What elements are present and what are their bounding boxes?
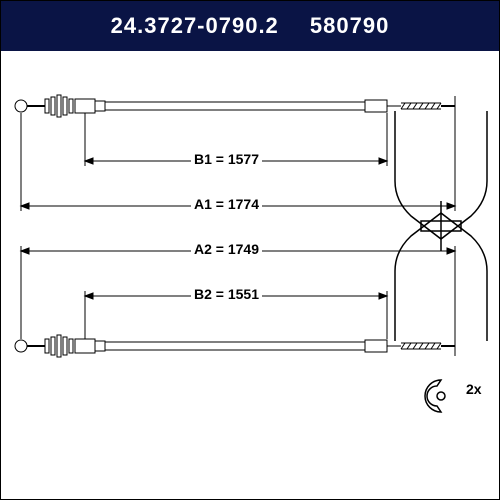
header-bar: 24.3727-0790.2 580790 [1,1,499,51]
diagram-area: B1 = 1577 A1 = 1774 A2 = 1749 B2 = 1551 … [1,51,499,471]
dim-a1-label: A1 = 1774 [191,196,262,212]
dim-b1-label: B1 = 1577 [191,151,262,167]
part-number: 24.3727-0790.2 [111,13,279,38]
technical-drawing: 24.3727-0790.2 580790 [0,0,500,500]
dim-b2-label: B2 = 1551 [191,286,262,302]
dim-a2-label: A2 = 1749 [191,241,262,257]
clip-qty-label: 2x [466,381,482,397]
short-code: 580790 [310,13,389,38]
diagram-svg [1,51,500,471]
